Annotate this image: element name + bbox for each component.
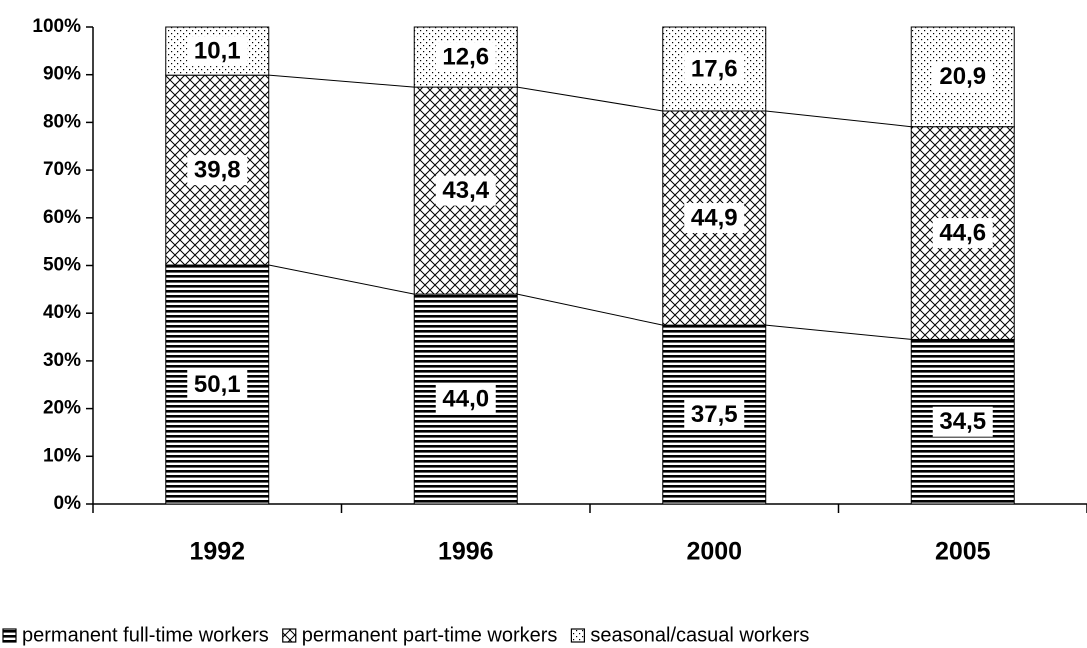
y-tick-label: 0% [54, 493, 82, 514]
data-label-bg [435, 384, 496, 415]
x-tick-label: 1996 [438, 538, 494, 566]
y-tick-label: 60% [43, 207, 81, 228]
connector-line [517, 293, 663, 326]
y-tick-label: 50% [43, 255, 81, 276]
data-label: 20,9 [939, 63, 986, 90]
y-tick-label: 70% [43, 159, 81, 180]
connector-line [765, 110, 912, 128]
data-label-bg [435, 42, 496, 73]
y-tick-label: 40% [43, 302, 81, 323]
x-tick-label: 2005 [935, 538, 991, 566]
data-label: 12,6 [442, 43, 489, 70]
x-tick-label: 1992 [189, 538, 245, 566]
legend-swatch [570, 628, 586, 643]
data-label: 10,1 [194, 37, 241, 64]
data-label: 50,1 [194, 371, 241, 398]
data-label-bg [684, 53, 745, 84]
legend-label: permanent full-time workers [22, 624, 269, 646]
data-label: 34,5 [939, 408, 986, 435]
data-label: 44,6 [939, 219, 986, 246]
data-label-bg [932, 218, 993, 249]
data-label: 44,9 [691, 204, 738, 231]
data-label: 39,8 [194, 156, 241, 183]
data-label: 44,0 [442, 385, 489, 412]
data-label: 17,6 [691, 55, 738, 82]
y-tick-label: 80% [43, 111, 81, 132]
data-label-bg [187, 369, 248, 400]
data-label: 37,5 [691, 401, 738, 428]
legend-swatch [282, 628, 297, 643]
y-tick-label: 100% [32, 16, 81, 37]
y-tick-label: 20% [43, 398, 81, 419]
data-label-bg [932, 406, 993, 437]
legend-swatch [2, 628, 17, 643]
data-label-bg [187, 155, 248, 186]
y-tick-label: 90% [43, 64, 81, 85]
connector-line [765, 324, 912, 340]
y-tick-label: 10% [43, 445, 81, 466]
data-label-bg [187, 36, 248, 67]
data-label-bg [684, 203, 745, 234]
data-label: 43,4 [442, 177, 489, 204]
legend-label: seasonal/casual workers [590, 624, 809, 646]
bar-segment [662, 110, 767, 326]
connector-line [268, 74, 415, 88]
legend-label: permanent part-time workers [302, 624, 558, 646]
connector-line [268, 264, 415, 295]
data-label-bg [932, 61, 993, 92]
data-label-bg [684, 399, 745, 430]
x-tick-label: 2000 [686, 538, 742, 566]
data-label-bg [435, 175, 496, 206]
y-tick-label: 30% [43, 350, 81, 371]
connector-line [517, 86, 663, 112]
